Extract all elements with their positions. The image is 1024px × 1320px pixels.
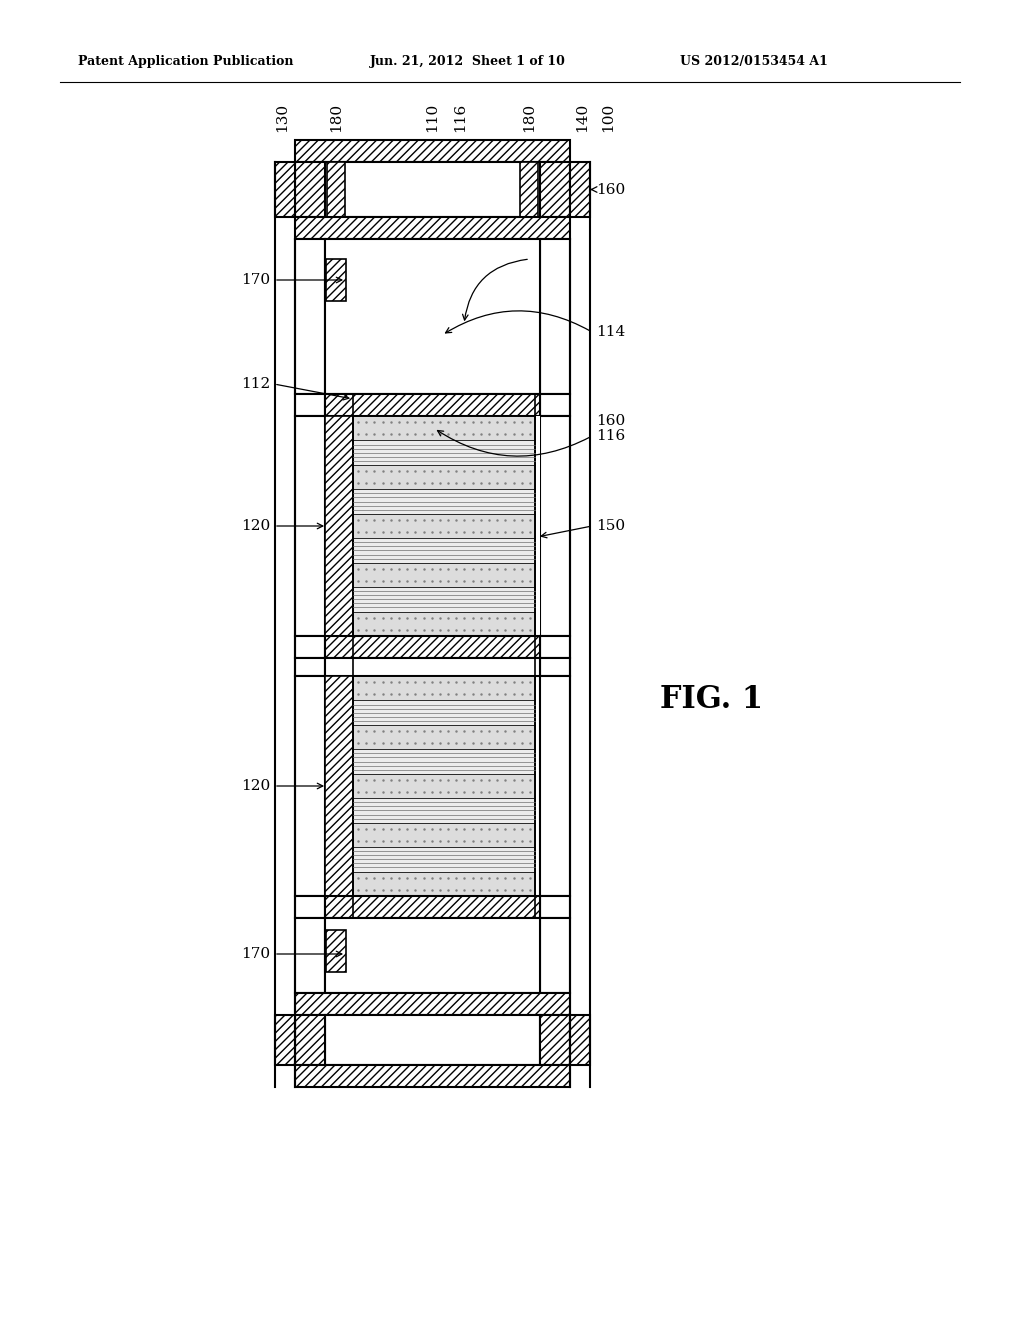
Text: 150: 150: [596, 519, 625, 533]
Bar: [353, 725, 535, 750]
Bar: [295, 140, 570, 162]
Bar: [353, 416, 535, 636]
Bar: [540, 239, 570, 393]
Bar: [353, 822, 535, 847]
Bar: [353, 750, 535, 774]
Bar: [535, 416, 540, 636]
Text: 110: 110: [425, 103, 439, 132]
Bar: [353, 513, 535, 539]
Bar: [353, 676, 535, 896]
Bar: [295, 896, 325, 917]
Bar: [353, 701, 535, 725]
Bar: [325, 636, 540, 657]
Bar: [275, 162, 295, 216]
Bar: [325, 917, 540, 993]
Text: Patent Application Publication: Patent Application Publication: [78, 55, 294, 69]
Bar: [325, 896, 540, 917]
Bar: [325, 393, 540, 416]
Text: FIG. 1: FIG. 1: [660, 685, 763, 715]
Bar: [353, 465, 535, 490]
Bar: [570, 1015, 590, 1065]
Bar: [540, 917, 570, 993]
Bar: [540, 393, 570, 416]
Bar: [325, 162, 540, 216]
Bar: [353, 490, 535, 513]
Bar: [295, 636, 325, 657]
Bar: [325, 239, 540, 393]
Text: 160: 160: [596, 414, 626, 428]
Bar: [353, 799, 535, 822]
Bar: [295, 917, 325, 993]
Bar: [353, 611, 535, 636]
Bar: [325, 676, 353, 896]
Bar: [540, 896, 570, 917]
Bar: [295, 239, 325, 393]
Text: US 2012/0153454 A1: US 2012/0153454 A1: [680, 55, 827, 69]
Bar: [353, 676, 535, 701]
Bar: [326, 259, 346, 301]
Bar: [540, 162, 570, 216]
Bar: [295, 657, 325, 676]
Bar: [325, 416, 353, 636]
Bar: [295, 393, 325, 416]
Text: 112: 112: [241, 378, 270, 391]
Bar: [295, 416, 325, 636]
Bar: [325, 657, 540, 676]
Bar: [295, 993, 570, 1015]
Bar: [353, 774, 535, 799]
Bar: [326, 931, 346, 972]
Text: Jun. 21, 2012  Sheet 1 of 10: Jun. 21, 2012 Sheet 1 of 10: [370, 55, 566, 69]
Text: 116: 116: [596, 429, 626, 444]
Bar: [353, 562, 535, 587]
Bar: [520, 162, 538, 216]
Bar: [353, 441, 535, 465]
Bar: [353, 416, 535, 441]
Bar: [295, 216, 570, 239]
Bar: [540, 657, 570, 676]
Bar: [353, 539, 535, 562]
Bar: [325, 1015, 540, 1065]
Text: 114: 114: [596, 325, 626, 339]
Bar: [295, 162, 325, 216]
Bar: [570, 162, 590, 216]
Bar: [540, 676, 570, 896]
Text: 180: 180: [329, 103, 343, 132]
Bar: [353, 847, 535, 871]
Bar: [353, 587, 535, 611]
Bar: [540, 416, 570, 636]
Text: 130: 130: [275, 103, 289, 132]
Bar: [295, 1015, 325, 1065]
Text: 140: 140: [575, 103, 589, 132]
Bar: [295, 676, 325, 896]
Bar: [540, 1015, 570, 1065]
Bar: [353, 871, 535, 896]
Bar: [327, 162, 345, 216]
Text: 170: 170: [241, 273, 270, 286]
Text: 100: 100: [601, 103, 615, 132]
Text: 116: 116: [453, 103, 467, 132]
Text: 160: 160: [596, 182, 626, 197]
Text: 120: 120: [241, 779, 270, 793]
Bar: [540, 636, 570, 657]
Text: 180: 180: [522, 103, 536, 132]
Text: 120: 120: [241, 519, 270, 533]
Bar: [275, 1015, 295, 1065]
Bar: [295, 1065, 570, 1086]
Text: 170: 170: [241, 946, 270, 961]
